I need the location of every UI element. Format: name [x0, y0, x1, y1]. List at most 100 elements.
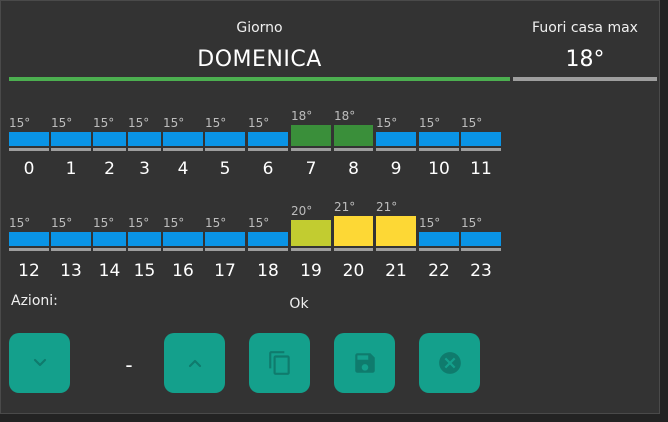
slot-temperature: 18°: [291, 109, 313, 123]
slot-baseline: [205, 248, 245, 251]
slot-temperature: 15°: [9, 116, 31, 130]
slot-baseline: [334, 148, 373, 151]
slot-baseline: [248, 248, 288, 251]
chevron-up-icon: [188, 359, 201, 368]
slot-temperature: 15°: [205, 116, 227, 130]
slot-hour-label: 22: [428, 261, 450, 281]
copy-button[interactable]: [249, 333, 310, 393]
slot-temperature: 15°: [51, 116, 73, 130]
slot-temperature-bar[interactable]: [248, 132, 288, 146]
slot-hour-label: 17: [214, 261, 236, 281]
slot-temperature-bar[interactable]: [334, 216, 373, 246]
away-max-value[interactable]: 18°: [565, 47, 605, 72]
slot-hour-label: 9: [390, 159, 402, 179]
slot-temperature-bar[interactable]: [291, 220, 331, 246]
slot-baseline: [93, 148, 126, 151]
slot-hour-label: 8: [348, 159, 359, 179]
schedule-panel: Giorno DOMENICA Fuori casa max 18° 15° 0 1…: [0, 0, 660, 414]
day-label: Giorno: [236, 20, 283, 36]
day-value[interactable]: DOMENICA: [197, 47, 322, 72]
slot-temperature: 15°: [376, 116, 398, 130]
slot-baseline: [128, 248, 161, 251]
slot-baseline: [93, 248, 126, 251]
slot-baseline: [248, 148, 288, 151]
slot-temperature-bar[interactable]: [334, 125, 373, 146]
slot-temperature: 15°: [461, 116, 483, 130]
slot-temperature-bar[interactable]: [51, 132, 91, 146]
slot-hour-label: 21: [385, 261, 407, 281]
slot-hour-label: 13: [60, 261, 82, 281]
slot-temperature: 15°: [128, 216, 150, 230]
slot-temperature-bar[interactable]: [93, 232, 126, 246]
slot-hour-label: 3: [139, 159, 150, 179]
slot-hour-label: 5: [219, 159, 231, 179]
slot-temperature-bar[interactable]: [93, 132, 126, 146]
slot-baseline: [419, 148, 459, 151]
slot-hour-label: 20: [342, 261, 365, 281]
slot-baseline: [163, 248, 203, 251]
away-underline: [513, 77, 657, 81]
slot-temperature-bar[interactable]: [248, 232, 288, 246]
decrease-button[interactable]: [9, 333, 70, 393]
slot-temperature-bar[interactable]: [163, 232, 203, 246]
slot-baseline: [376, 148, 416, 151]
slot-temperature: 15°: [93, 116, 115, 130]
slot-temperature-bar[interactable]: [376, 216, 416, 246]
slot-temperature-bar[interactable]: [128, 232, 161, 246]
slot-temperature-bar[interactable]: [461, 132, 501, 146]
slot-temperature-bar[interactable]: [9, 232, 49, 246]
slot-temperature: 15°: [461, 216, 483, 230]
slot-baseline: [376, 248, 416, 251]
slot-hour-label: 0: [23, 159, 35, 179]
slot-temperature: 15°: [419, 116, 441, 130]
slot-temperature: 15°: [163, 116, 185, 130]
slot-baseline: [291, 148, 331, 151]
slot-temperature-bar[interactable]: [461, 232, 501, 246]
slot-temperature: 20°: [291, 204, 313, 218]
selected-value-display: -: [125, 353, 133, 377]
slot-temperature: 15°: [93, 216, 115, 230]
slot-temperature: 15°: [248, 216, 270, 230]
slot-hour-label: 12: [18, 261, 40, 281]
slot-temperature: 21°: [334, 200, 356, 214]
slot-temperature-bar[interactable]: [9, 132, 49, 146]
slot-baseline: [291, 248, 331, 251]
slot-baseline: [334, 248, 373, 251]
slot-baseline: [419, 248, 459, 251]
slot-temperature-bar[interactable]: [376, 132, 416, 146]
slot-temperature-bar[interactable]: [51, 232, 91, 246]
slot-baseline: [163, 148, 203, 151]
cancel-button[interactable]: [419, 333, 480, 393]
cancel-icon: [438, 352, 461, 374]
slot-baseline: [51, 248, 91, 251]
save-button[interactable]: [334, 333, 395, 393]
slot-hour-label: 6: [262, 159, 274, 179]
slot-temperature-bar[interactable]: [205, 232, 245, 246]
slot-baseline: [9, 248, 49, 251]
slot-temperature: 15°: [205, 216, 227, 230]
slot-hour-label: 4: [177, 159, 189, 179]
chevron-down-icon: [33, 358, 46, 367]
slot-baseline: [461, 148, 501, 151]
slot-hour-label: 19: [300, 261, 322, 281]
slot-hour-label: 10: [428, 159, 450, 179]
slot-temperature-bar[interactable]: [163, 132, 203, 146]
increase-button[interactable]: [164, 333, 225, 393]
slot-baseline: [128, 148, 161, 151]
day-underline: [9, 77, 510, 81]
slot-temperature: 15°: [51, 216, 73, 230]
slot-temperature-bar[interactable]: [128, 132, 161, 146]
save-icon: [354, 353, 375, 373]
slot-baseline: [51, 148, 91, 151]
slot-temperature: 15°: [128, 116, 150, 130]
slot-hour-label: 18: [257, 261, 279, 281]
slot-temperature-bar[interactable]: [291, 125, 331, 146]
slot-hour-label: 2: [104, 159, 115, 179]
slot-hour-label: 1: [65, 159, 77, 179]
slot-temperature: 15°: [9, 216, 31, 230]
slot-baseline: [461, 248, 501, 251]
slot-temperature-bar[interactable]: [419, 232, 459, 246]
slot-temperature-bar[interactable]: [419, 132, 459, 146]
slot-hour-label: 16: [172, 261, 194, 281]
slot-temperature-bar[interactable]: [205, 132, 245, 146]
